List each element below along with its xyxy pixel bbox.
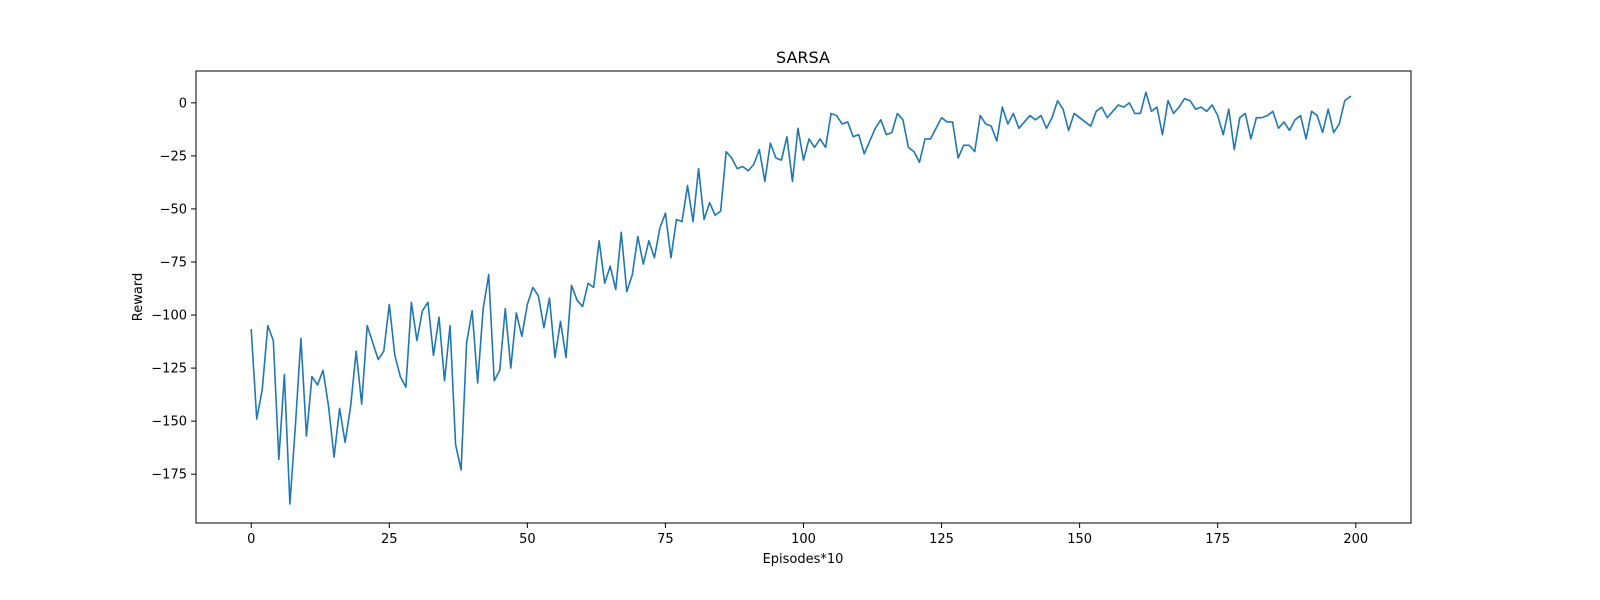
- y-tick-label: −25: [160, 149, 187, 164]
- y-tick-label: −175: [151, 468, 187, 483]
- y-tick-label: −150: [151, 415, 187, 430]
- y-tick-label: −75: [160, 255, 187, 270]
- y-axis-label: Reward: [131, 273, 146, 321]
- x-tick-label: 25: [381, 532, 398, 547]
- x-tick-label: 0: [247, 532, 255, 547]
- y-tick-label: 0: [179, 96, 187, 111]
- x-tick-label: 150: [1067, 532, 1092, 547]
- x-tick-label: 100: [791, 532, 816, 547]
- x-tick-label: 200: [1343, 532, 1368, 547]
- x-tick-label: 175: [1205, 532, 1230, 547]
- series-layer: [250, 91, 1352, 505]
- y-axis-ticks: 0 −25 −50 −75 −100 −125 −150 −175: [151, 96, 196, 483]
- y-tick-label: −100: [151, 309, 187, 324]
- series-line-0: [250, 91, 1352, 505]
- x-tick-label: 75: [657, 532, 674, 547]
- chart-title: SARSA: [776, 48, 830, 67]
- x-tick-label: 50: [519, 532, 536, 547]
- x-tick-label: 125: [929, 532, 954, 547]
- x-axis-label: Episodes*10: [763, 552, 844, 567]
- y-tick-label: −50: [160, 202, 187, 217]
- y-tick-label: −125: [151, 362, 187, 377]
- x-axis-ticks: 0 25 50 75 100 125 150 175 200: [247, 523, 1368, 547]
- plot-frame: [195, 70, 1412, 524]
